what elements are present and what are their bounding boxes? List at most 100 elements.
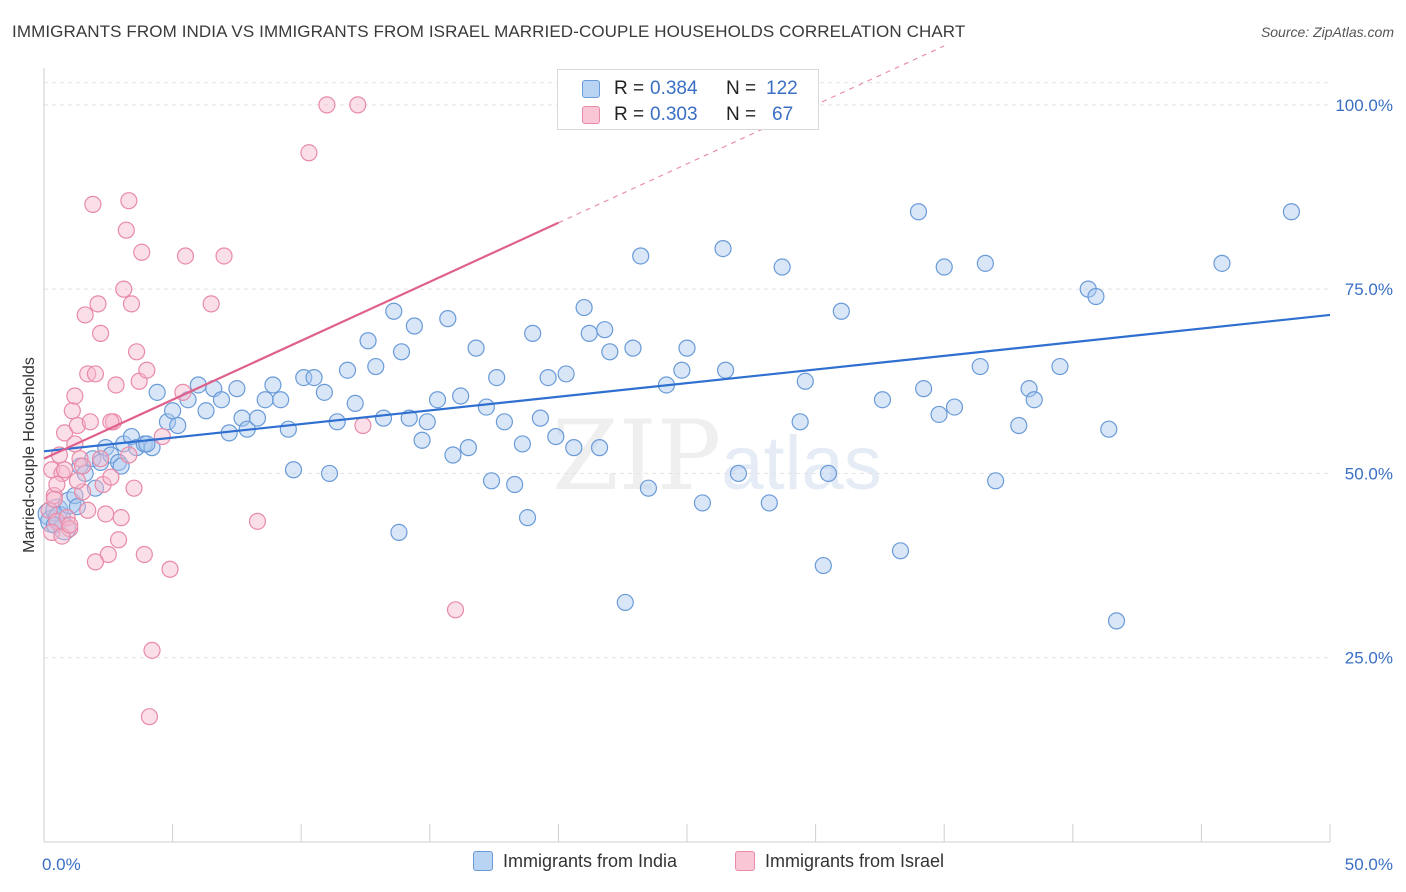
point-india-100 <box>935 258 953 276</box>
bottom-legend-swatch-india <box>473 851 493 871</box>
point-india-103 <box>976 254 994 272</box>
point-israel-53 <box>43 523 61 542</box>
y-tick-label-3: 100.0% <box>1335 96 1393 115</box>
point-india-58 <box>467 339 485 357</box>
point-india-86 <box>716 361 735 379</box>
bottom-legend-swatch-israel <box>735 851 755 871</box>
point-india-107 <box>1025 391 1043 409</box>
legend-n-label-india: N = <box>726 78 757 99</box>
point-india-44 <box>359 332 377 350</box>
point-india-83 <box>678 339 696 357</box>
point-india-90 <box>791 413 809 431</box>
point-israel-57 <box>73 483 92 501</box>
point-israel-48 <box>300 144 318 162</box>
point-israel-64 <box>79 501 97 519</box>
trendline-israel <box>43 221 559 460</box>
point-india-50 <box>405 317 423 335</box>
point-israel-37 <box>135 545 153 564</box>
x-tick-label-1: 50.0% <box>1345 855 1393 874</box>
point-israel-2 <box>45 486 63 505</box>
point-india-51 <box>413 431 431 449</box>
legend-r-value-israel: 0.303 <box>650 104 698 125</box>
point-india-95 <box>873 391 892 409</box>
legend-n-value-india: 122 <box>766 78 798 99</box>
trendline-india <box>43 313 1331 453</box>
point-israel-31 <box>120 192 138 210</box>
watermark: ZIPatlas <box>552 400 882 512</box>
point-india-65 <box>518 509 537 527</box>
legend-r-value-india: 0.384 <box>650 78 698 99</box>
point-india-74 <box>590 439 609 457</box>
point-israel-22 <box>97 505 115 523</box>
point-india-24 <box>197 402 215 420</box>
point-india-32 <box>256 391 274 409</box>
point-israel-20 <box>91 324 110 342</box>
point-israel-54 <box>48 475 66 494</box>
point-india-56 <box>452 387 470 405</box>
point-israel-45 <box>202 295 220 313</box>
point-israel-63 <box>68 472 87 490</box>
point-israel-32 <box>122 295 141 313</box>
point-israel-19 <box>89 295 107 313</box>
watermark-zip: ZIP <box>552 400 722 512</box>
point-israel-17 <box>84 195 102 213</box>
point-india-78 <box>624 339 642 357</box>
point-india-77 <box>616 593 634 612</box>
point-india-73 <box>580 324 598 342</box>
point-israel-11 <box>68 416 87 435</box>
point-israel-28 <box>112 509 130 527</box>
point-india-120 <box>138 435 156 453</box>
correlation-legend: R = 0.384 N = 122 R = 0.303 N = 67 <box>557 69 819 130</box>
point-israel-60 <box>45 490 63 508</box>
point-india-33 <box>264 376 282 394</box>
point-india-93 <box>819 464 838 483</box>
point-israel-13 <box>73 457 92 475</box>
point-india-115 <box>1282 203 1301 221</box>
point-india-57 <box>459 439 477 457</box>
point-israel-14 <box>76 306 94 324</box>
point-israel-26 <box>107 376 125 394</box>
point-israel-46 <box>215 247 233 265</box>
point-india-53 <box>428 391 447 409</box>
point-india-47 <box>385 302 403 320</box>
legend-r-label-israel: R = <box>614 104 645 125</box>
x-tick-label-0: 0.0% <box>42 855 81 874</box>
point-india-108 <box>1051 357 1069 376</box>
point-india-40 <box>320 464 339 483</box>
point-india-101 <box>945 398 964 416</box>
bottom-legend-israel: Immigrants from Israel <box>735 851 944 872</box>
bottom-legend-label-israel: Immigrants from Israel <box>765 851 945 871</box>
point-india-39 <box>315 383 333 401</box>
point-israel-58 <box>86 553 105 571</box>
point-india-105 <box>1010 416 1028 435</box>
point-india-104 <box>987 472 1005 490</box>
point-india-28 <box>228 380 246 398</box>
point-israel-51 <box>354 416 372 435</box>
point-israel-36 <box>133 243 151 261</box>
legend-swatch-israel <box>582 106 600 124</box>
point-india-61 <box>488 369 506 387</box>
point-india-76 <box>601 343 619 361</box>
point-israel-10 <box>66 387 84 405</box>
point-india-110 <box>1087 287 1105 306</box>
point-india-84 <box>693 494 712 512</box>
point-india-54 <box>439 310 457 328</box>
point-israel-41 <box>153 427 171 446</box>
point-india-42 <box>338 361 357 379</box>
point-israel-66 <box>120 446 138 464</box>
point-israel-65 <box>91 450 110 468</box>
point-israel-30 <box>117 221 135 239</box>
point-india-67 <box>531 409 549 427</box>
point-india-121 <box>164 402 182 420</box>
point-india-112 <box>1107 612 1126 630</box>
point-india-71 <box>565 439 583 457</box>
chart-title: IMMIGRANTS FROM INDIA VS IMMIGRANTS FROM… <box>12 22 966 41</box>
point-israel-55 <box>55 461 74 479</box>
point-india-85 <box>714 240 732 258</box>
point-israel-52 <box>446 601 465 619</box>
point-india-55 <box>444 446 462 464</box>
point-india-34 <box>272 391 290 409</box>
point-israel-29 <box>115 280 133 298</box>
point-india-114 <box>1213 254 1231 272</box>
